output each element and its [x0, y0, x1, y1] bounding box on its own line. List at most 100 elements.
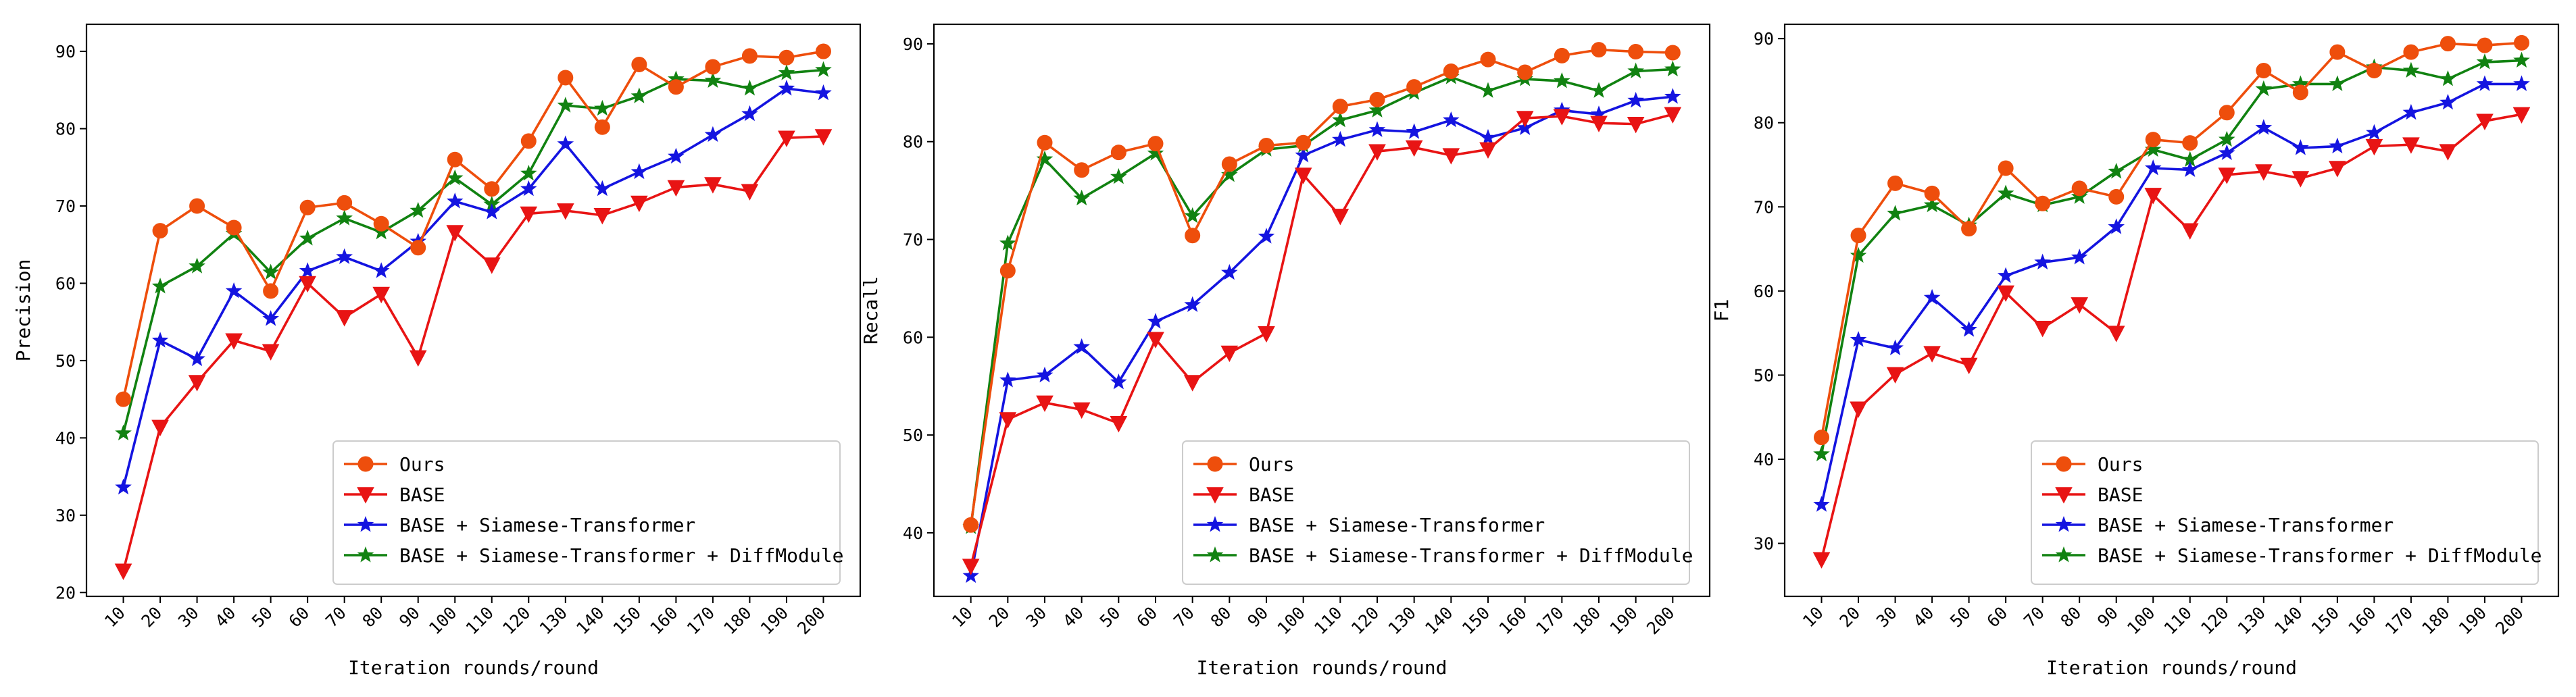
series-line [122, 68, 824, 434]
data-point [1924, 185, 1940, 201]
data-point [1628, 44, 1644, 60]
data-point [1664, 107, 1682, 124]
data-point [2476, 75, 2494, 91]
data-point [1369, 91, 1385, 107]
x-tick-label: 200 [2492, 603, 2527, 638]
series-line [1820, 41, 2522, 438]
legend-box [332, 440, 841, 585]
data-point [705, 59, 721, 75]
data-point [1850, 331, 1867, 347]
plot-frame [85, 23, 862, 598]
x-tick-label: 50 [1096, 603, 1124, 631]
data-point [1110, 416, 1128, 433]
data-point [1664, 45, 1681, 61]
x-tick-label: 10 [101, 603, 129, 631]
x-tick-label: 90 [395, 603, 424, 631]
x-tick-label: 190 [1606, 603, 1641, 638]
data-point [262, 344, 280, 361]
data-point [1110, 373, 1127, 390]
x-tick-label: 30 [174, 603, 203, 631]
data-point [2071, 297, 2089, 314]
series-base-siamese-transformer [115, 80, 832, 495]
x-tick-label: 180 [720, 603, 755, 638]
series-base [962, 107, 1682, 575]
x-tick-label: 40 [212, 603, 240, 631]
y-tick-label: 90 [1754, 29, 1774, 49]
y-tick-label: 40 [1754, 450, 1774, 469]
legend-swatch-marker [1206, 516, 1224, 532]
data-point [815, 61, 832, 77]
y-tick-label: 20 [55, 583, 76, 602]
x-tick-label: 130 [2234, 603, 2269, 638]
data-point [225, 333, 243, 350]
x-tick-label: 140 [2271, 603, 2306, 638]
series-ours [1814, 34, 2529, 446]
data-point [1997, 267, 2014, 283]
data-point [2439, 36, 2456, 52]
data-point [2477, 37, 2493, 53]
data-point [446, 225, 464, 242]
data-point [1220, 345, 1239, 363]
x-tick-label: 90 [2094, 603, 2122, 631]
x-tick-label: 80 [1207, 603, 1235, 631]
x-tick-label: 160 [2344, 603, 2379, 638]
data-point [1813, 445, 1830, 461]
data-point [1960, 321, 1977, 337]
x-tick-label: 120 [2197, 603, 2232, 638]
data-point [1886, 367, 1904, 384]
data-point [520, 206, 538, 224]
data-point [114, 563, 132, 580]
data-point [2255, 119, 2273, 135]
data-point [704, 72, 722, 88]
legend-box [2031, 440, 2539, 585]
legend: Ours BASE BASE + Siamese-Transformer BASE +… [332, 440, 843, 585]
data-point [999, 371, 1016, 388]
data-point [1184, 207, 1201, 224]
data-point [2513, 51, 2530, 68]
data-point [1073, 189, 1090, 206]
x-tick-label: 170 [2381, 603, 2417, 638]
data-point [557, 135, 574, 151]
data-point [410, 240, 426, 256]
y-tick-label: 70 [55, 197, 76, 216]
y-tick-label: 60 [1754, 282, 1774, 301]
data-point [1332, 111, 1349, 128]
legend-swatch-marker [2055, 516, 2073, 532]
data-point [594, 99, 611, 116]
data-point [630, 163, 648, 180]
data-point [999, 263, 1016, 279]
data-point [262, 263, 279, 280]
data-point [1073, 338, 1090, 355]
series-base-siamese-transformer-diffmodule [1813, 51, 2530, 461]
data-point [2439, 70, 2456, 86]
data-point [1627, 62, 1644, 78]
data-point [556, 203, 574, 220]
data-point [741, 184, 759, 201]
legend-swatch-marker [2055, 546, 2073, 563]
y-tick-label: 40 [903, 523, 923, 543]
data-point [1147, 136, 1164, 152]
x-tick-label: 190 [757, 603, 792, 638]
data-point [1960, 357, 1978, 375]
legend-entry-base-siamese-transformer: BASE + Siamese-Transformer [344, 514, 695, 536]
x-tick-label: 30 [1022, 603, 1050, 631]
y-tick-label: 40 [55, 428, 76, 448]
data-point [2292, 139, 2309, 155]
data-point [999, 412, 1017, 429]
y-tick-label: 50 [55, 351, 76, 371]
series-line [1820, 82, 2522, 505]
data-point [1331, 209, 1349, 226]
data-point [1554, 47, 1570, 63]
data-point [2107, 326, 2125, 342]
data-point [2071, 180, 2087, 197]
data-point [668, 79, 684, 95]
x-tick-label: 40 [1910, 603, 1938, 631]
x-tick-label: 200 [793, 603, 828, 638]
data-point [999, 234, 1016, 251]
y-tick-label: 80 [1754, 113, 1774, 133]
data-point [2108, 188, 2125, 205]
data-point [116, 391, 132, 407]
data-point [2255, 80, 2273, 97]
data-point [1850, 247, 1867, 263]
